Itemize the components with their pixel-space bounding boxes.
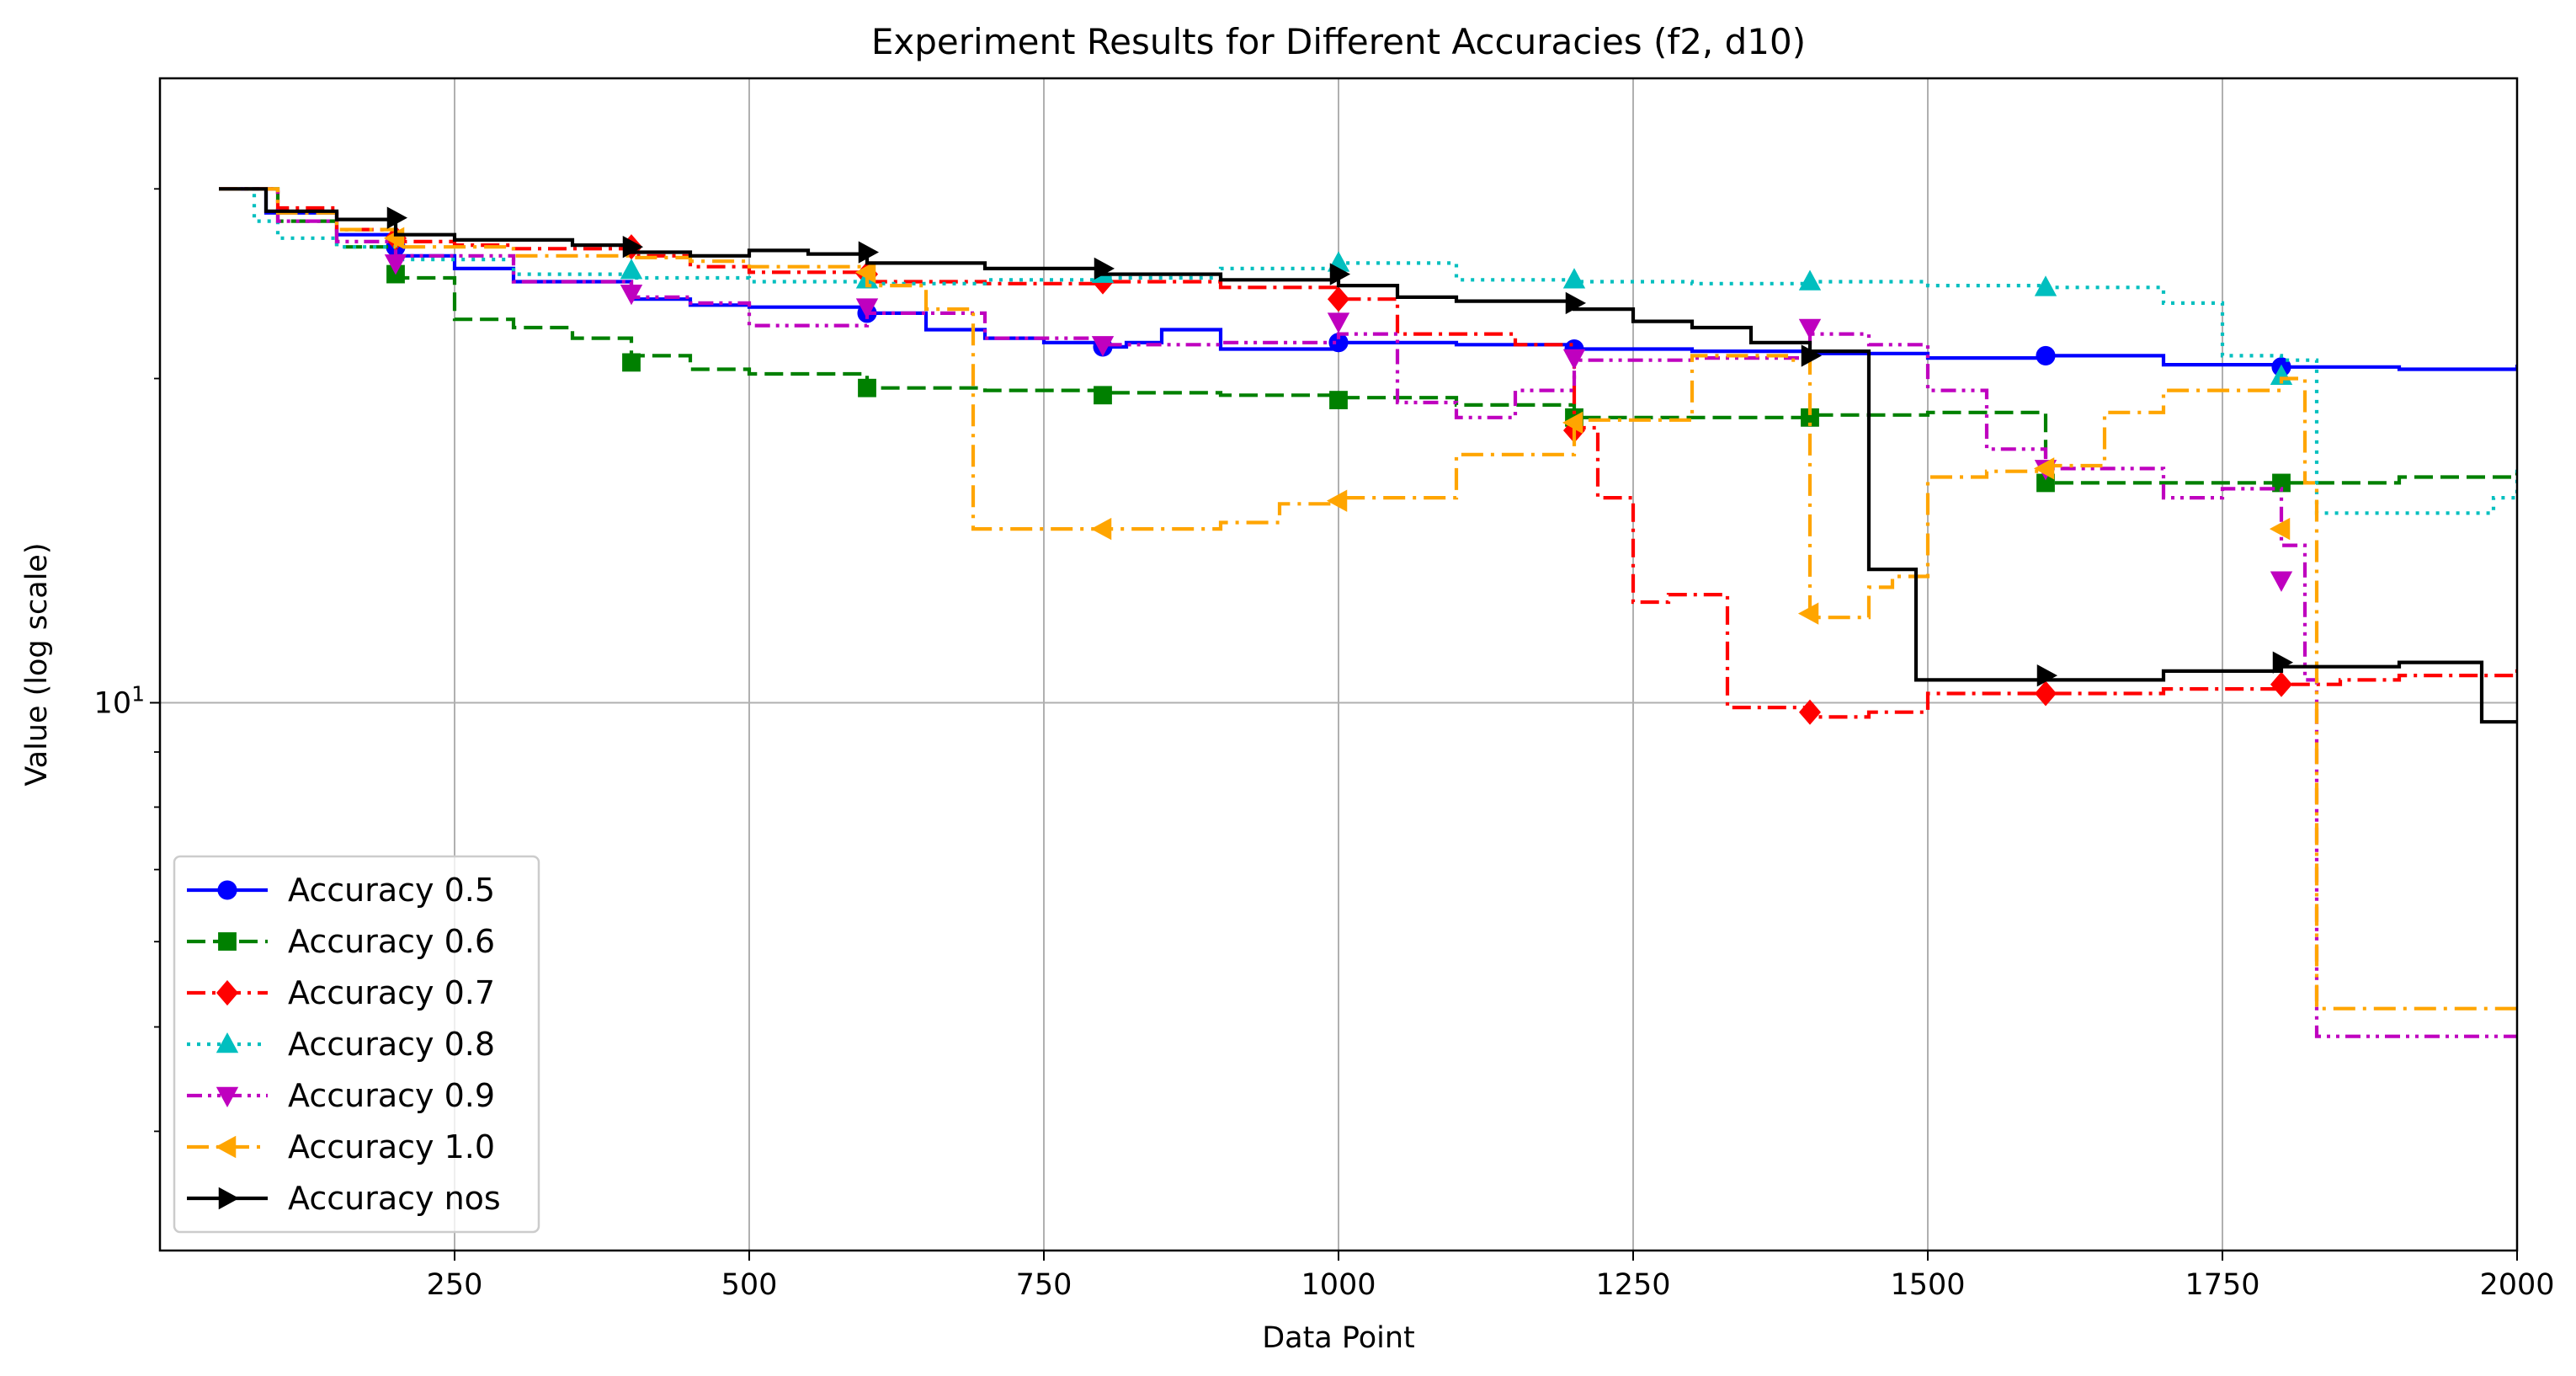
series-marker xyxy=(858,378,876,397)
legend-marker xyxy=(218,932,237,951)
series-line xyxy=(219,187,2517,1038)
legend-entry: Accuracy 0.8 xyxy=(187,1026,495,1063)
series-marker xyxy=(620,259,643,280)
legend-label: Accuracy nos xyxy=(288,1180,501,1217)
series-marker xyxy=(2036,664,2058,687)
series-marker xyxy=(2269,517,2291,541)
series-marker xyxy=(2272,473,2291,493)
legend-label: Accuracy 1.0 xyxy=(288,1128,495,1165)
x-tick-label: 1750 xyxy=(2185,1268,2259,1302)
series-marker xyxy=(2270,571,2293,592)
x-tick-label: 1000 xyxy=(1301,1268,1376,1302)
series-marker xyxy=(1094,386,1112,405)
series-marker xyxy=(386,206,408,229)
series-marker xyxy=(1329,263,1351,285)
legend-marker xyxy=(218,1187,240,1210)
legend-marker xyxy=(216,1032,239,1053)
series-marker xyxy=(1327,312,1350,333)
chart-title: Experiment Results for Different Accurac… xyxy=(871,21,1806,62)
series-marker xyxy=(1797,602,1819,625)
series-marker xyxy=(1562,411,1583,435)
series-marker xyxy=(2036,345,2056,365)
series-marker xyxy=(1562,349,1586,371)
series-layer xyxy=(219,187,2517,1038)
series-marker xyxy=(1329,391,1348,409)
legend: Accuracy 0.5 Accuracy 0.6 Accuracy 0.7 Accu… xyxy=(173,855,540,1234)
series-marker xyxy=(384,254,407,275)
x-axis-title: Data Point xyxy=(1262,1321,1415,1355)
x-tick-label: 250 xyxy=(427,1268,483,1302)
legend-entry: Accuracy 0.9 xyxy=(187,1077,495,1114)
series-marker xyxy=(2033,457,2055,480)
series-line xyxy=(219,187,2517,1011)
x-tick-label: 2000 xyxy=(2479,1268,2554,1302)
series-marker xyxy=(2034,680,2057,707)
series-line xyxy=(219,187,2517,515)
legend-marker xyxy=(217,880,237,900)
tick-layer: 250 500 750 1000 1250 1500 1750 2000 101 xyxy=(94,188,2555,1302)
series-marker xyxy=(1327,286,1350,312)
legend-label: Accuracy 0.5 xyxy=(288,872,495,909)
series-marker xyxy=(1798,699,1822,725)
series-marker xyxy=(1091,336,1115,357)
legend-label: Accuracy 0.9 xyxy=(288,1077,495,1114)
series-marker xyxy=(1090,517,1112,541)
series-marker xyxy=(1094,257,1115,280)
series-marker xyxy=(1565,291,1587,315)
series-accuracy-nos xyxy=(219,187,2517,724)
legend-label: Accuracy 0.6 xyxy=(288,923,495,960)
x-tick-label: 750 xyxy=(1016,1268,1072,1302)
x-tick-label: 1500 xyxy=(1890,1268,1965,1302)
series-marker xyxy=(854,261,876,284)
legend-label: Accuracy 0.8 xyxy=(288,1026,495,1063)
x-tick-label: 1250 xyxy=(1595,1268,1670,1302)
legend-entry: Accuracy 0.7 xyxy=(187,974,495,1011)
series-marker xyxy=(1562,268,1586,289)
y-axis-title: Value (log scale) xyxy=(20,542,54,786)
legend-marker xyxy=(216,979,239,1006)
series-marker xyxy=(1798,269,1822,291)
legend-marker xyxy=(216,1086,239,1108)
series-marker xyxy=(855,298,879,319)
series-marker xyxy=(2270,671,2293,697)
y-tick-label: 101 xyxy=(94,681,145,720)
series-marker xyxy=(1801,344,1823,367)
x-tick-label: 500 xyxy=(721,1268,778,1302)
series-marker xyxy=(1326,489,1348,512)
series-marker xyxy=(2272,651,2294,674)
series-marker xyxy=(622,236,644,259)
legend-entry: Accuracy 1.0 xyxy=(187,1128,495,1165)
series-marker xyxy=(620,284,643,306)
series-accuracy-1-0 xyxy=(219,187,2517,1011)
series-marker xyxy=(1798,318,1822,340)
series-line xyxy=(219,187,2517,485)
series-marker xyxy=(2034,275,2057,296)
legend-label: Accuracy 0.7 xyxy=(288,974,495,1011)
legend-frame xyxy=(173,855,540,1234)
series-marker xyxy=(858,241,880,264)
legend-entry: Accuracy nos xyxy=(187,1180,501,1217)
series-line xyxy=(219,187,2517,724)
series-marker xyxy=(622,353,641,372)
legend-entry: Accuracy 0.6 xyxy=(187,923,495,960)
legend-marker xyxy=(215,1135,237,1159)
series-accuracy-0-6 xyxy=(219,187,2517,493)
legend-entry: Accuracy 0.5 xyxy=(187,872,495,909)
